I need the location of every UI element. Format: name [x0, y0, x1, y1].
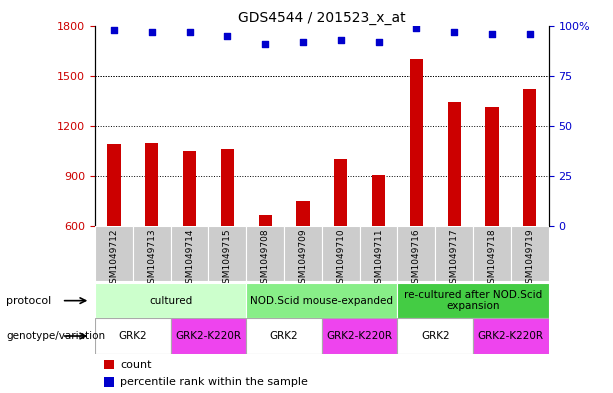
- Text: GSM1049714: GSM1049714: [185, 229, 194, 289]
- Point: [298, 39, 308, 45]
- Text: GSM1049718: GSM1049718: [487, 229, 497, 289]
- Bar: [485, 107, 498, 226]
- Bar: [397, 318, 473, 354]
- Text: GRK2: GRK2: [118, 331, 147, 341]
- Bar: [95, 318, 170, 354]
- Text: NOD.Scid mouse-expanded: NOD.Scid mouse-expanded: [250, 296, 394, 306]
- Bar: [511, 226, 549, 281]
- Point: [185, 28, 194, 35]
- Bar: [133, 226, 170, 281]
- Bar: [360, 226, 397, 281]
- Text: count: count: [120, 360, 151, 369]
- Bar: [104, 377, 114, 387]
- Text: GRK2-K220R: GRK2-K220R: [478, 331, 544, 341]
- Bar: [296, 201, 310, 226]
- Bar: [104, 360, 114, 369]
- Bar: [95, 226, 133, 281]
- Bar: [259, 215, 272, 226]
- Point: [336, 37, 346, 43]
- Bar: [170, 226, 208, 281]
- Bar: [107, 144, 121, 226]
- Title: GDS4544 / 201523_x_at: GDS4544 / 201523_x_at: [238, 11, 406, 24]
- Text: GSM1049716: GSM1049716: [412, 229, 421, 289]
- Bar: [322, 318, 397, 354]
- Bar: [447, 102, 461, 226]
- Text: GSM1049715: GSM1049715: [223, 229, 232, 289]
- Text: GSM1049713: GSM1049713: [147, 229, 156, 289]
- Bar: [183, 151, 196, 226]
- Text: GRK2: GRK2: [270, 331, 299, 341]
- Text: GSM1049719: GSM1049719: [525, 229, 535, 289]
- Text: GSM1049717: GSM1049717: [449, 229, 459, 289]
- Point: [109, 26, 119, 33]
- Point: [373, 39, 384, 45]
- Bar: [145, 143, 158, 226]
- Bar: [246, 283, 397, 318]
- Point: [260, 40, 270, 47]
- Bar: [284, 226, 322, 281]
- Bar: [435, 226, 473, 281]
- Text: GRK2-K220R: GRK2-K220R: [327, 331, 393, 341]
- Text: re-cultured after NOD.Scid
expansion: re-cultured after NOD.Scid expansion: [404, 290, 542, 311]
- Point: [223, 32, 232, 39]
- Bar: [409, 59, 423, 226]
- Bar: [372, 175, 385, 226]
- Bar: [334, 159, 348, 226]
- Point: [487, 30, 497, 37]
- Point: [411, 24, 421, 31]
- Point: [147, 28, 156, 35]
- Bar: [208, 226, 246, 281]
- Bar: [523, 89, 536, 226]
- Text: GSM1049709: GSM1049709: [299, 229, 308, 289]
- Text: GSM1049712: GSM1049712: [109, 229, 118, 289]
- Point: [449, 28, 459, 35]
- Bar: [95, 283, 246, 318]
- Bar: [322, 226, 360, 281]
- Point: [525, 30, 535, 37]
- Text: percentile rank within the sample: percentile rank within the sample: [120, 377, 308, 387]
- Bar: [246, 226, 284, 281]
- Bar: [473, 226, 511, 281]
- Bar: [221, 149, 234, 226]
- Text: GRK2: GRK2: [421, 331, 449, 341]
- Text: GRK2-K220R: GRK2-K220R: [175, 331, 242, 341]
- Text: cultured: cultured: [149, 296, 192, 306]
- Text: genotype/variation: genotype/variation: [6, 331, 105, 341]
- Bar: [170, 318, 246, 354]
- Text: GSM1049711: GSM1049711: [374, 229, 383, 289]
- Text: GSM1049710: GSM1049710: [336, 229, 345, 289]
- Bar: [397, 226, 435, 281]
- Text: GSM1049708: GSM1049708: [261, 229, 270, 289]
- Bar: [246, 318, 322, 354]
- Text: protocol: protocol: [6, 296, 51, 306]
- Bar: [473, 318, 549, 354]
- Bar: [397, 283, 549, 318]
